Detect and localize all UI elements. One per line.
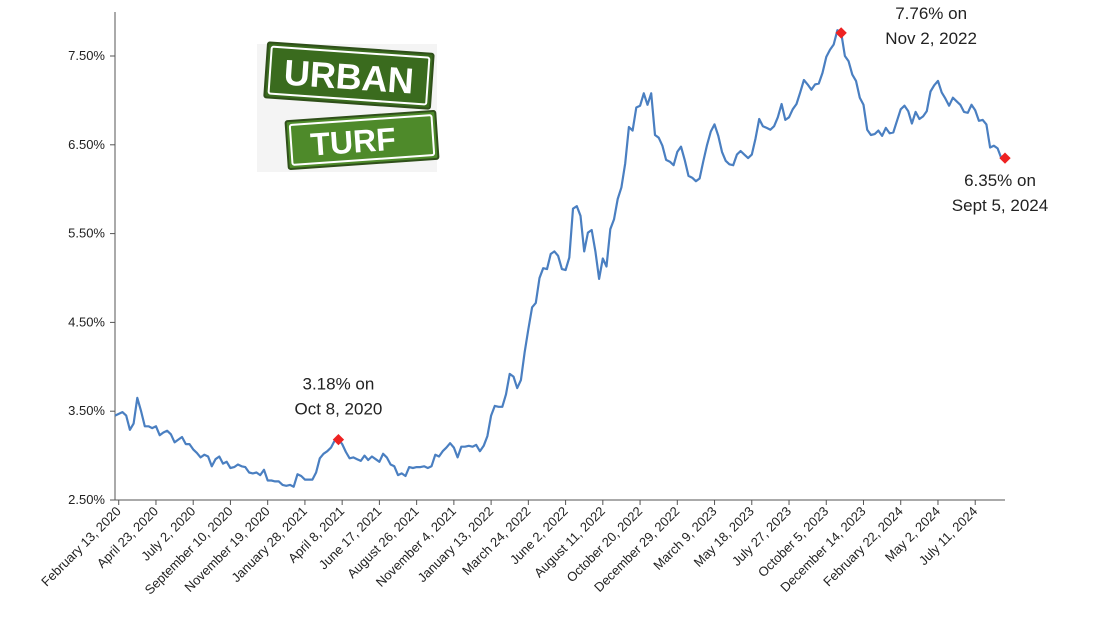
y-tick-label: 4.50%	[68, 314, 105, 329]
highlight-marker	[332, 433, 345, 446]
y-tick-label: 5.50%	[68, 226, 105, 241]
logo-sign-bottom-border	[288, 114, 436, 166]
series-line	[114, 29, 1005, 488]
highlight-label-line2: Sept 5, 2024	[952, 196, 1048, 215]
urban-turf-logo: URBAN TURF	[257, 41, 440, 172]
y-ticks: 2.50% 3.50% 4.50% 5.50% 6.50% 7.50%	[68, 48, 115, 507]
highlight-2: 6.35% on Sept 5, 2024	[952, 152, 1048, 215]
highlight-0: 3.18% on Oct 8, 2020	[294, 375, 382, 446]
highlight-label-line2: Nov 2, 2022	[885, 29, 977, 48]
logo-sign-bottom: TURF	[284, 109, 440, 171]
y-tick-label: 7.50%	[68, 48, 105, 63]
highlight-markers: 3.18% on Oct 8, 2020 7.76% on Nov 2, 2022 6.…	[294, 4, 1048, 446]
highlight-label-line1: 3.18% on	[303, 375, 375, 394]
highlight-label-line2: Oct 8, 2020	[294, 400, 382, 419]
y-tick-label: 3.50%	[68, 403, 105, 418]
highlight-1: 7.76% on Nov 2, 2022	[835, 4, 977, 48]
y-tick-label: 6.50%	[68, 137, 105, 152]
highlight-label-line1: 6.35% on	[964, 171, 1036, 190]
y-tick-label: 2.50%	[68, 492, 105, 507]
highlight-marker	[999, 152, 1011, 164]
logo-sign-top-plate	[263, 41, 435, 110]
logo-sign-bottom-plate	[284, 109, 440, 171]
logo-sign-top: URBAN	[263, 41, 435, 110]
highlight-marker	[835, 27, 847, 39]
logo-word-urban: URBAN	[283, 52, 416, 102]
logo-sign-top-border	[267, 45, 431, 106]
highlight-label-line1: 7.76% on	[895, 4, 967, 23]
logo-word-turf: TURF	[309, 121, 397, 163]
